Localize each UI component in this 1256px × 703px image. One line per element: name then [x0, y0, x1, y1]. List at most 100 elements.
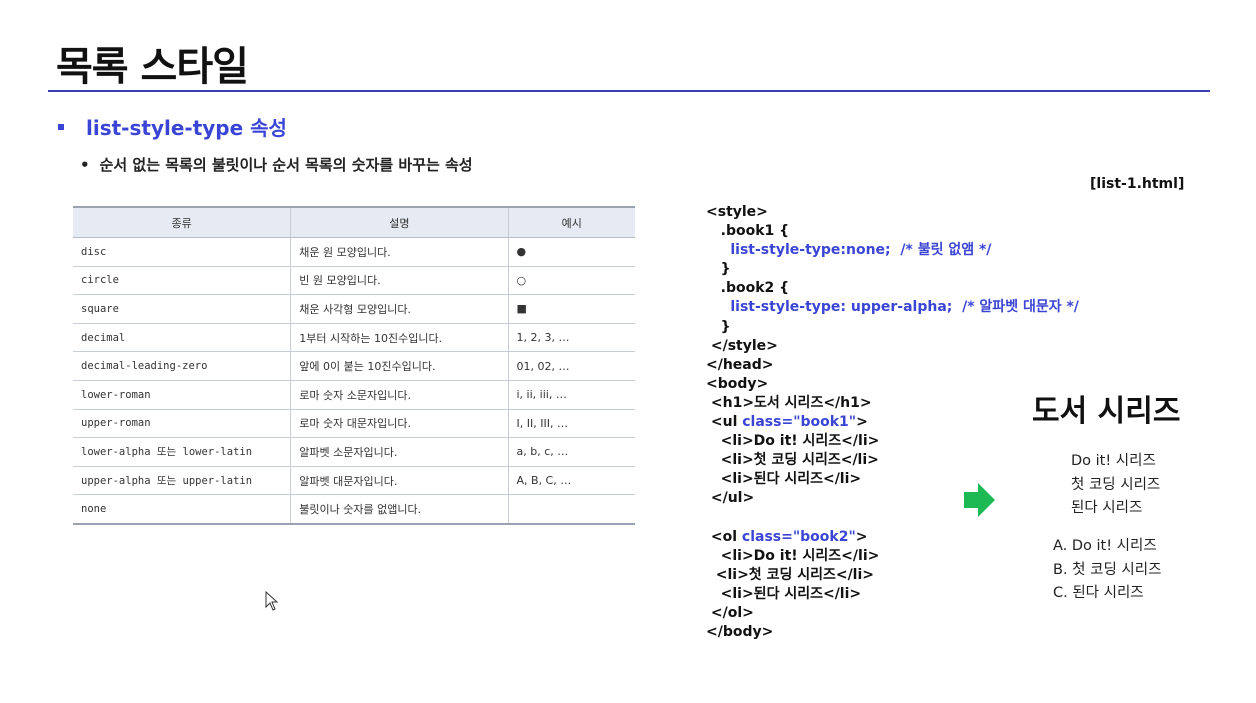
square-bullet-icon — [58, 123, 64, 130]
section-heading: list-style-type 속성 — [58, 112, 287, 141]
code-token: <li>된다 시리즈</li> — [720, 471, 862, 488]
cell-example: a, b, c, … — [507, 437, 635, 467]
code-line: <li>첫 코딩 시리즈</li> — [706, 451, 1079, 470]
code-line: <h1>도서 시리즈</h1> — [706, 394, 1079, 413]
list-item: B. 첫 코딩 시리즈 — [1053, 561, 1162, 578]
cell-desc: 로마 숫자 대문자입니다. — [290, 409, 508, 439]
list-item: C. 된다 시리즈 — [1053, 585, 1144, 601]
cell-desc: 알파벳 소문자입니다. — [290, 437, 508, 467]
code-token: </ol> — [710, 604, 754, 621]
cell-type: decimal — [73, 323, 291, 353]
list-item: 첫 코딩 시리즈 — [1071, 476, 1161, 493]
code-token: <li>첫 코딩 시리즈</li> — [720, 452, 879, 469]
code-token: <li>Do it! 시리즈</li> — [720, 433, 880, 450]
cell-type: upper-roman — [73, 409, 291, 439]
code-token: </head> — [706, 356, 774, 373]
code-token: } — [720, 261, 731, 278]
cell-type: none — [73, 494, 291, 525]
code-token: <ul — [710, 414, 743, 431]
bullet-icon: • — [80, 156, 90, 174]
list-item: Do it! 시리즈 — [1071, 453, 1156, 469]
code-token: <ol — [710, 528, 742, 545]
cell-example — [507, 494, 635, 525]
mouse-cursor-icon — [265, 591, 279, 611]
code-indent — [706, 223, 721, 239]
cell-type: lower-roman — [73, 380, 291, 410]
table-row: none 불릿이나 숫자를 없앱니다. — [73, 494, 635, 525]
list-item: A. Do it! 시리즈 — [1053, 538, 1157, 554]
code-indent — [706, 548, 721, 564]
code-token: class="book1" — [742, 414, 857, 431]
table-row: circle 빈 원 모양입니다. ○ — [73, 266, 635, 296]
code-token: list-style-type:none; /* 불릿 없앰 */ — [730, 242, 992, 259]
code-token: .book2 { — [720, 280, 790, 297]
section-description-text: 순서 없는 목록의 불릿이나 순서 목록의 숫자를 바꾸는 속성 — [99, 156, 473, 174]
code-token: class="book2" — [741, 528, 856, 545]
cell-desc: 채운 사각형 모양입니다. — [290, 294, 508, 324]
code-indent — [706, 280, 721, 296]
cell-type: decimal-leading-zero — [73, 351, 291, 381]
code-token: </body> — [706, 624, 774, 641]
section-heading-text: list-style-type 속성 — [86, 116, 287, 140]
table-row: decimal 1부터 시작하는 10진수입니다. 1, 2, 3, … — [73, 323, 635, 353]
example-filename: [list-1.html] — [1090, 176, 1185, 192]
code-token: </ul> — [710, 490, 755, 507]
cell-desc: 알파벳 대문자입니다. — [290, 466, 508, 496]
code-line: <body> — [706, 375, 1079, 394]
code-token: <body> — [706, 375, 769, 392]
code-indent — [706, 319, 721, 335]
code-indent — [706, 586, 721, 602]
code-token: > — [856, 414, 868, 431]
code-line: </head> — [706, 356, 1079, 375]
page-title: 목록 스타일 — [56, 44, 249, 90]
code-token: </style> — [710, 337, 778, 354]
code-token: <h1>도서 시리즈</h1> — [710, 394, 872, 411]
code-token: <style> — [706, 204, 768, 220]
cell-example: 1, 2, 3, … — [507, 323, 635, 353]
code-line: list-style-type:none; /* 불릿 없앰 */ — [706, 241, 1079, 260]
cell-desc: 채운 원 모양입니다. — [290, 237, 508, 267]
table-row: square 채운 사각형 모양입니다. ■ — [73, 294, 635, 324]
code-line: </body> — [706, 623, 1079, 642]
cell-example: ■ — [507, 294, 635, 324]
table-row: disc 채운 원 모양입니다. ● — [73, 237, 635, 267]
cell-type: lower-alpha 또는 lower-latin — [73, 437, 291, 467]
table-header-type: 종류 — [73, 206, 291, 238]
cell-type: square — [73, 294, 291, 324]
cell-desc: 빈 원 모양입니다. — [290, 266, 508, 296]
preview-ordered-list: A. Do it! 시리즈 B. 첫 코딩 시리즈 C. 된다 시리즈 — [1053, 535, 1161, 606]
table-row: upper-alpha 또는 upper-latin 알파벳 대문자입니다. A, … — [73, 466, 635, 496]
code-token: .book1 { — [720, 223, 790, 240]
code-token: <li>된다 시리즈</li> — [720, 585, 862, 602]
code-line: .book2 { — [706, 279, 1079, 298]
code-line: <li>된다 시리즈</li> — [706, 585, 1079, 604]
code-indent — [706, 261, 721, 277]
table-row: decimal-leading-zero 앞에 0이 붙는 10진수입니다. 01,… — [73, 351, 635, 381]
code-line: </ul> — [706, 489, 1079, 508]
cell-type: circle — [73, 266, 291, 296]
code-line: list-style-type: upper-alpha; /* 알파벳 대문자… — [706, 298, 1079, 317]
table-row: upper-roman 로마 숫자 대문자입니다. I, II, III, … — [73, 409, 635, 439]
cell-example: 01, 02, … — [507, 351, 635, 381]
title-divider — [48, 90, 1210, 92]
cell-type: disc — [73, 237, 291, 267]
table-row: lower-alpha 또는 lower-latin 알파벳 소문자입니다. a, … — [73, 437, 635, 467]
cell-example: A, B, C, … — [507, 466, 635, 496]
table-header-desc: 설명 — [290, 206, 508, 238]
code-indent — [706, 242, 730, 258]
cell-example: ● — [507, 237, 635, 267]
code-token: list-style-type: upper-alpha; /* 알파벳 대문자… — [730, 299, 1079, 316]
code-line: <li>첫 코딩 시리즈</li> — [706, 566, 1079, 585]
table-header-row: 종류 설명 예시 — [73, 206, 635, 238]
code-line: <li>된다 시리즈</li> — [706, 470, 1079, 489]
list-item: 된다 시리즈 — [1071, 500, 1143, 516]
list-style-type-table: 종류 설명 예시 disc 채운 원 모양입니다. ● circle 빈 원 모양입니다… — [73, 206, 635, 525]
code-line: <style> — [706, 203, 1079, 222]
code-line: <li>Do it! 시리즈</li> — [706, 432, 1079, 451]
code-indent — [706, 471, 721, 487]
cell-example: i, ii, iii, … — [507, 380, 635, 410]
code-line: } — [706, 318, 1079, 337]
code-token: } — [720, 318, 731, 335]
cell-desc: 불릿이나 숫자를 없앱니다. — [290, 494, 508, 525]
